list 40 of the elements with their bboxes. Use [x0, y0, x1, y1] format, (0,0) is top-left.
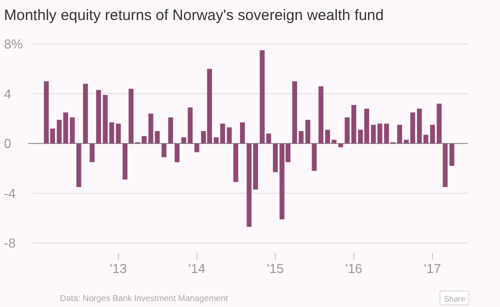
x-tick-label: '15: [266, 261, 284, 276]
bar: [122, 144, 128, 180]
bar: [70, 117, 75, 144]
bar: [174, 144, 180, 162]
x-tick-label: '17: [424, 261, 441, 276]
x-tick-label: '16: [345, 261, 362, 276]
chart-title: Monthly equity returns of Norway's sovereign wealth fund: [4, 7, 384, 24]
y-tick-label: 0: [4, 136, 12, 152]
bar: [194, 144, 200, 152]
bar: [128, 88, 134, 144]
bar: [116, 124, 121, 144]
y-tick-label: -4: [4, 186, 16, 201]
bar: [312, 144, 317, 171]
x-tick-label: '13: [110, 261, 127, 276]
bar: [226, 127, 232, 144]
y-tick-label: 8%: [4, 36, 24, 52]
share-button: Share: [440, 290, 470, 306]
x-tick-label: '14: [188, 261, 206, 276]
bar: [168, 117, 174, 144]
bar: [96, 90, 102, 144]
text: Data: Norges Bank Investment Management: [60, 293, 228, 303]
bar: [436, 104, 442, 144]
y-tick-label: 4: [4, 86, 12, 102]
bar: [233, 144, 238, 182]
bar: [442, 144, 448, 188]
bar: [109, 122, 114, 144]
bar: [344, 117, 350, 144]
bar: [305, 120, 310, 144]
bar: [162, 144, 166, 158]
bar: [56, 120, 62, 144]
bar: [102, 94, 108, 144]
bar: [63, 112, 68, 144]
bar: [76, 144, 82, 188]
bar: [188, 107, 193, 144]
bar: [83, 84, 88, 144]
bar: [449, 144, 454, 166]
bar: [410, 112, 416, 144]
y-tick-label: -8: [4, 236, 16, 251]
bar: [90, 144, 95, 162]
bar: [240, 122, 245, 144]
